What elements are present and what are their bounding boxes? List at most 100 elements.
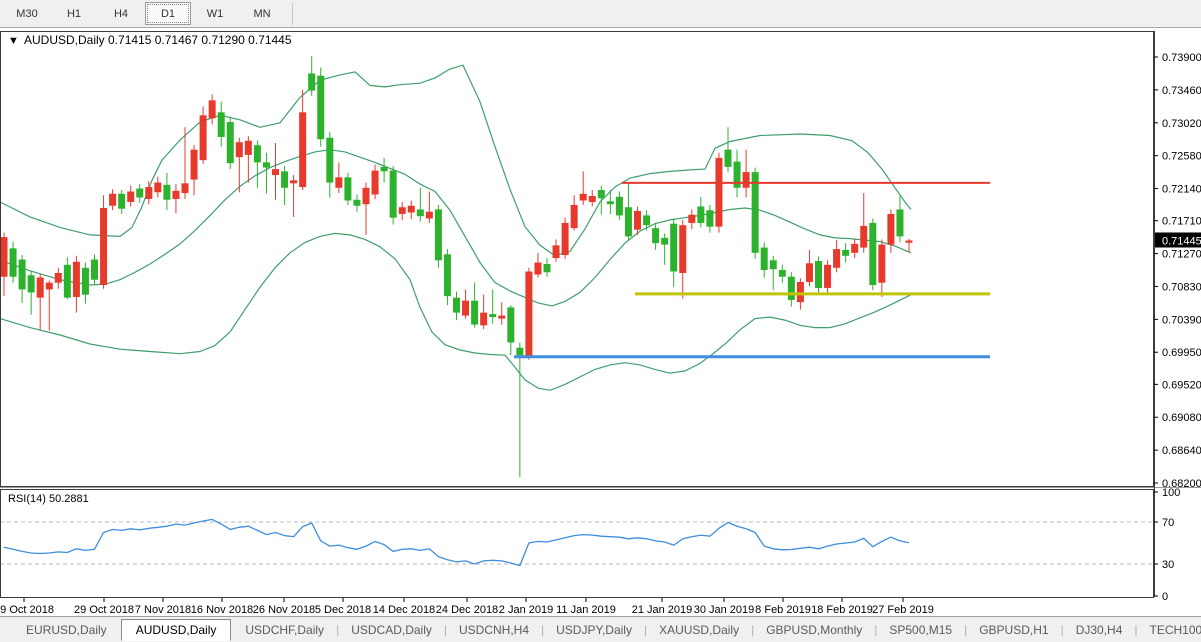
candle-bear[interactable] bbox=[81, 267, 89, 295]
candle-bear[interactable] bbox=[9, 248, 17, 277]
candle-bull[interactable] bbox=[579, 193, 587, 201]
chart-tab-dj30-h4[interactable]: DJ30,H4 bbox=[1075, 622, 1123, 637]
candle-bull[interactable] bbox=[54, 272, 62, 283]
candle-bull[interactable] bbox=[190, 149, 198, 180]
candle-bull[interactable] bbox=[634, 210, 641, 230]
candle-bull[interactable] bbox=[905, 240, 913, 243]
candle-bear[interactable] bbox=[317, 75, 325, 140]
candle-bull[interactable] bbox=[824, 264, 832, 288]
candle-bear[interactable] bbox=[597, 190, 605, 199]
candle-bear[interactable] bbox=[769, 260, 777, 270]
candle-bear[interactable] bbox=[643, 215, 651, 226]
candle-bull[interactable] bbox=[235, 142, 243, 158]
candle-bull[interactable] bbox=[398, 207, 406, 214]
candle-bear[interactable] bbox=[389, 170, 397, 218]
chart-tab-sp500-m15[interactable]: SP500,M15 bbox=[889, 622, 953, 637]
candle-bull[interactable] bbox=[362, 187, 370, 205]
candle-bear[interactable] bbox=[760, 247, 768, 271]
candle-bear[interactable] bbox=[615, 196, 623, 216]
candle-bear[interactable] bbox=[697, 206, 705, 223]
candle-bull[interactable] bbox=[109, 193, 117, 206]
candle-bull[interactable] bbox=[371, 170, 379, 195]
candle-bull[interactable] bbox=[72, 261, 80, 297]
candle-bear[interactable] bbox=[163, 184, 171, 200]
candle-bear[interactable] bbox=[217, 112, 225, 137]
price-pane[interactable] bbox=[0, 56, 990, 478]
chart-tab-tech100-h1[interactable]: TECH100,H1 bbox=[1149, 622, 1201, 637]
candle-bear[interactable] bbox=[661, 237, 669, 245]
chart-tab-usdchf-daily[interactable]: USDCHF,Daily bbox=[245, 622, 325, 637]
candle-bear[interactable] bbox=[751, 172, 759, 253]
candle-bull[interactable] bbox=[887, 213, 895, 245]
candle-bull[interactable] bbox=[299, 112, 307, 188]
candle-bear[interactable] bbox=[624, 207, 632, 237]
candle-bear[interactable] bbox=[27, 275, 35, 293]
timeframe-button-m30[interactable]: M30 bbox=[4, 2, 50, 25]
candle-bull[interactable] bbox=[805, 263, 813, 282]
candle-bear[interactable] bbox=[416, 209, 424, 217]
candle-bull[interactable] bbox=[1, 237, 8, 277]
symbol-dropdown-icon[interactable]: ▼ bbox=[8, 35, 19, 47]
candle-bull[interactable] bbox=[860, 225, 868, 248]
timeframe-button-w1[interactable]: W1 bbox=[192, 2, 238, 25]
candle-bull[interactable] bbox=[100, 207, 108, 285]
candle-bull[interactable] bbox=[272, 169, 279, 176]
chart-tab-usdjpy-daily[interactable]: USDJPY,Daily bbox=[556, 622, 632, 637]
candle-bull[interactable] bbox=[407, 205, 415, 213]
candle-bull[interactable] bbox=[127, 191, 135, 202]
chart-tab-usdcnh-h4[interactable]: USDCNH,H4 bbox=[459, 622, 530, 637]
candle-bull[interactable] bbox=[181, 183, 189, 194]
candle-bear[interactable] bbox=[326, 137, 334, 183]
candle-bear[interactable] bbox=[63, 264, 71, 298]
chart-tab-xauusd-daily[interactable]: XAUUSD,Daily bbox=[659, 622, 740, 637]
candle-bull[interactable] bbox=[425, 211, 433, 219]
candle-bear[interactable] bbox=[733, 161, 741, 188]
candle-bear[interactable] bbox=[380, 166, 388, 172]
candle-bull[interactable] bbox=[36, 277, 44, 298]
candle-bear[interactable] bbox=[353, 199, 361, 206]
timeframe-button-d1[interactable]: D1 bbox=[145, 2, 191, 25]
chart-tab-gbpusd-monthly[interactable]: GBPUSD,Monthly bbox=[766, 622, 863, 637]
candle-bear[interactable] bbox=[842, 249, 850, 256]
candle-bull[interactable] bbox=[45, 282, 53, 290]
candle-bull[interactable] bbox=[290, 180, 298, 184]
candle-bear[interactable] bbox=[787, 276, 795, 300]
candle-bear[interactable] bbox=[652, 228, 660, 244]
candle-bear[interactable] bbox=[489, 314, 497, 318]
candle-bear[interactable] bbox=[869, 222, 877, 285]
candle-bear[interactable] bbox=[281, 171, 289, 188]
candle-bull[interactable] bbox=[561, 222, 569, 256]
candle-bear[interactable] bbox=[253, 145, 261, 163]
candle-bull[interactable] bbox=[679, 225, 687, 273]
chart-tab-usdcad-daily[interactable]: USDCAD,Daily bbox=[351, 622, 432, 637]
candle-bear[interactable] bbox=[434, 209, 442, 261]
candle-bull[interactable] bbox=[498, 315, 506, 319]
candle-bear[interactable] bbox=[91, 259, 98, 280]
candle-bull[interactable] bbox=[851, 243, 859, 253]
candle-bull[interactable] bbox=[199, 115, 207, 161]
candle-bull[interactable] bbox=[534, 262, 542, 275]
candle-bear[interactable] bbox=[226, 122, 234, 164]
timeframe-button-h4[interactable]: H4 bbox=[98, 2, 144, 25]
chart-tab-eurusd-daily[interactable]: EURUSD,Daily bbox=[26, 622, 107, 637]
chart-tab-gbpusd-h1[interactable]: GBPUSD,H1 bbox=[979, 622, 1049, 637]
candle-bear[interactable] bbox=[896, 209, 904, 237]
candle-bull[interactable] bbox=[796, 281, 804, 303]
candle-bull[interactable] bbox=[525, 271, 533, 357]
candle-bull[interactable] bbox=[154, 182, 162, 193]
candle-bear[interactable] bbox=[543, 264, 551, 273]
candle-bear[interactable] bbox=[118, 193, 126, 209]
candle-bull[interactable] bbox=[480, 312, 488, 326]
candle-bear[interactable] bbox=[443, 254, 451, 297]
rsi-pane[interactable] bbox=[0, 518, 1154, 567]
candle-bear[interactable] bbox=[516, 347, 524, 356]
candle-bull[interactable] bbox=[715, 157, 723, 227]
candle-bear[interactable] bbox=[344, 177, 352, 201]
candle-bear[interactable] bbox=[778, 270, 786, 277]
timeframe-button-h1[interactable]: H1 bbox=[51, 2, 97, 25]
chart-tab-audusd-daily[interactable]: AUDUSD,Daily bbox=[120, 618, 232, 641]
candle-bull[interactable] bbox=[833, 249, 841, 268]
candle-bear[interactable] bbox=[724, 149, 732, 167]
candle-bull[interactable] bbox=[145, 187, 153, 200]
candle-bear[interactable] bbox=[471, 300, 479, 325]
